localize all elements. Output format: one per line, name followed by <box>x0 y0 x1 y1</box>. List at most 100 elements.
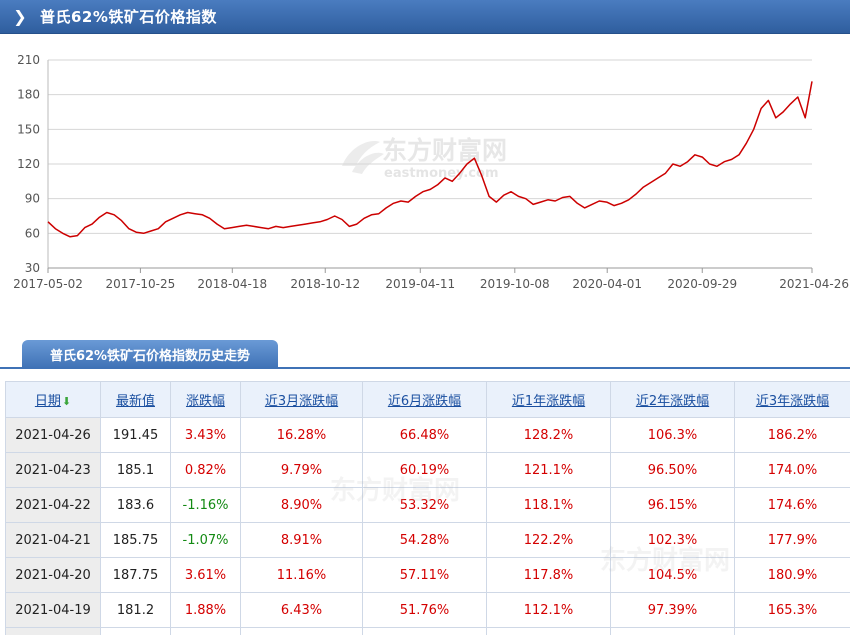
cell-3m-change: 8.91% <box>240 522 363 558</box>
cell-change: 3.43% <box>170 417 241 453</box>
cell-3y-change: 174.0% <box>734 452 850 488</box>
x-tick-label: 2021-04-26 <box>779 277 849 291</box>
cell-1y-change: 117.8% <box>486 557 611 593</box>
tab-history-trend[interactable]: 普氏62%铁矿石价格指数历史走势 <box>22 340 278 368</box>
cell-6m-change: 51.76% <box>362 592 487 628</box>
chart-watermark: 东方财富网 eastmoney.com <box>342 136 507 181</box>
cell-6m-change: 57.11% <box>362 557 487 593</box>
cell-change: 0.31% <box>170 627 241 635</box>
cell-latest: 191.45 <box>100 417 171 453</box>
col-header-change[interactable]: 涨跌幅 <box>170 381 241 418</box>
sort-down-icon[interactable]: ⬇ <box>61 395 72 408</box>
chart-grid <box>47 59 812 269</box>
table-row: 2021-04-20 187.75 3.61% 11.16% 57.11% 117.8% 1… <box>5 557 850 593</box>
table-header-row: 日期⬇ 最新值 涨跌幅 近3月涨跌幅 近6月涨跌幅 近1年涨跌幅 近2年涨跌幅 … <box>5 381 850 418</box>
x-tick-label: 2017-05-02 <box>13 277 83 291</box>
cell-date: 2021-04-26 <box>5 417 101 453</box>
table-row: 2021-04-22 183.6 -1.16% 8.90% 53.32% 118.1% 96… <box>5 487 850 523</box>
tab-divider <box>0 367 850 369</box>
x-tick-label: 2019-10-08 <box>480 277 550 291</box>
col-header-2y-change[interactable]: 近2年涨跌幅 <box>610 381 735 418</box>
cell-date: 2021-04-23 <box>5 452 101 488</box>
cell-date: 2021-04-19 <box>5 592 101 628</box>
cell-1y-change: 110.5% <box>486 627 611 635</box>
col-header-latest[interactable]: 最新值 <box>100 381 171 418</box>
x-tick-label: 2020-04-01 <box>572 277 642 291</box>
col-header-6m-change[interactable]: 近6月涨跌幅 <box>362 381 487 418</box>
cell-1y-change: 122.2% <box>486 522 611 558</box>
cell-latest: 183.6 <box>100 487 171 523</box>
table-row: 2021-04-16177.850.31%2.92%49.39%110.5%88… <box>5 627 850 635</box>
cell-latest: 187.75 <box>100 557 171 593</box>
series-line-price <box>47 81 813 238</box>
table-row: 2021-04-21 185.75 -1.07% 8.91% 54.28% 122.2% 1… <box>5 522 850 558</box>
cell-latest: 181.2 <box>100 592 171 628</box>
chart-svg: 东方财富网 eastmoney.com 30 60 90 120 150 180 210 2… <box>13 53 849 291</box>
y-axis: 30 60 90 120 150 180 210 <box>17 53 40 275</box>
y-tick-label: 210 <box>17 53 40 67</box>
history-table: 日期⬇ 最新值 涨跌幅 近3月涨跌幅 近6月涨跌幅 近1年涨跌幅 近2年涨跌幅 … <box>5 381 850 635</box>
cell-3m-change: 6.43% <box>240 592 363 628</box>
x-tick-label: 2019-04-11 <box>385 277 455 291</box>
cell-2y-change: 96.50% <box>610 452 735 488</box>
cell-3y-change: 180.9% <box>734 557 850 593</box>
cell-3m-change: 16.28% <box>240 417 363 453</box>
cell-change: 3.61% <box>170 557 241 593</box>
cell-1y-change: 128.2% <box>486 417 611 453</box>
x-tick-label: 2020-09-29 <box>667 277 737 291</box>
x-tick-label: 2017-10-25 <box>106 277 176 291</box>
col-header-3y-change[interactable]: 近3年涨跌幅 <box>734 381 850 418</box>
cell-3m-change: 9.79% <box>240 452 363 488</box>
cell-6m-change: 60.19% <box>362 452 487 488</box>
x-tick-label: 2018-04-18 <box>197 277 267 291</box>
cell-3y-change: 165.3% <box>734 592 850 628</box>
y-tick-label: 60 <box>25 226 40 240</box>
cell-1y-change: 118.1% <box>486 487 611 523</box>
cell-1y-change: 112.1% <box>486 592 611 628</box>
cell-3m-change: 8.90% <box>240 487 363 523</box>
cell-3y-change: 177.9% <box>734 522 850 558</box>
cell-3y-change: 174.6% <box>734 487 850 523</box>
cell-change: 1.88% <box>170 592 241 628</box>
cell-date: 2021-04-22 <box>5 487 101 523</box>
cell-3m-change: 11.16% <box>240 557 363 593</box>
col-header-3m-change[interactable]: 近3月涨跌幅 <box>240 381 363 418</box>
col-header-1y-change[interactable]: 近1年涨跌幅 <box>486 381 611 418</box>
cell-latest: 185.75 <box>100 522 171 558</box>
page-header: ❯ 普氏62%铁矿石价格指数 <box>0 0 850 34</box>
y-tick-label: 30 <box>25 261 40 275</box>
x-tick-label: 2018-10-12 <box>290 277 360 291</box>
cell-change: -1.16% <box>170 487 241 523</box>
y-tick-label: 150 <box>17 122 40 136</box>
table-row: 2021-04-26 191.45 3.43% 16.28% 66.48% 128.2% 1… <box>5 417 850 453</box>
chevron-right-icon[interactable]: ❯ <box>13 7 27 26</box>
cell-2y-change: 88.60% <box>610 627 735 635</box>
page-title: 普氏62%铁矿石价格指数 <box>40 8 217 26</box>
watermark-cn: 东方财富网 <box>382 136 507 165</box>
table-row: 2021-04-23 185.1 0.82% 9.79% 60.19% 121.1% 96.… <box>5 452 850 488</box>
cell-2y-change: 106.3% <box>610 417 735 453</box>
cell-date: 2021-04-20 <box>5 557 101 593</box>
y-tick-label: 120 <box>17 157 40 171</box>
cell-date: 2021-04-16 <box>5 627 101 635</box>
cell-change: 0.82% <box>170 452 241 488</box>
cell-latest: 185.1 <box>100 452 171 488</box>
y-tick-label: 90 <box>25 192 40 206</box>
cell-3y-change: 186.2% <box>734 417 850 453</box>
cell-6m-change: 54.28% <box>362 522 487 558</box>
cell-latest: 177.85 <box>100 627 171 635</box>
table-row: 2021-04-19 181.2 1.88% 6.43% 51.76% 112.1% 97.… <box>5 592 850 628</box>
cell-1y-change: 121.1% <box>486 452 611 488</box>
cell-2y-change: 102.3% <box>610 522 735 558</box>
price-chart: 东方财富网 eastmoney.com 30 60 90 120 150 180 210 2… <box>0 40 850 300</box>
cell-3y-change: 177.7% <box>734 627 850 635</box>
col-header-date[interactable]: 日期⬇ <box>5 381 101 418</box>
cell-3m-change: 2.92% <box>240 627 363 635</box>
x-axis: 2017-05-02 2017-10-25 2018-04-18 2018-10-12… <box>13 268 849 291</box>
y-tick-label: 180 <box>17 88 40 102</box>
cell-2y-change: 97.39% <box>610 592 735 628</box>
cell-2y-change: 104.5% <box>610 557 735 593</box>
eastmoney-logo-icon <box>342 141 384 174</box>
cell-date: 2021-04-21 <box>5 522 101 558</box>
cell-change: -1.07% <box>170 522 241 558</box>
